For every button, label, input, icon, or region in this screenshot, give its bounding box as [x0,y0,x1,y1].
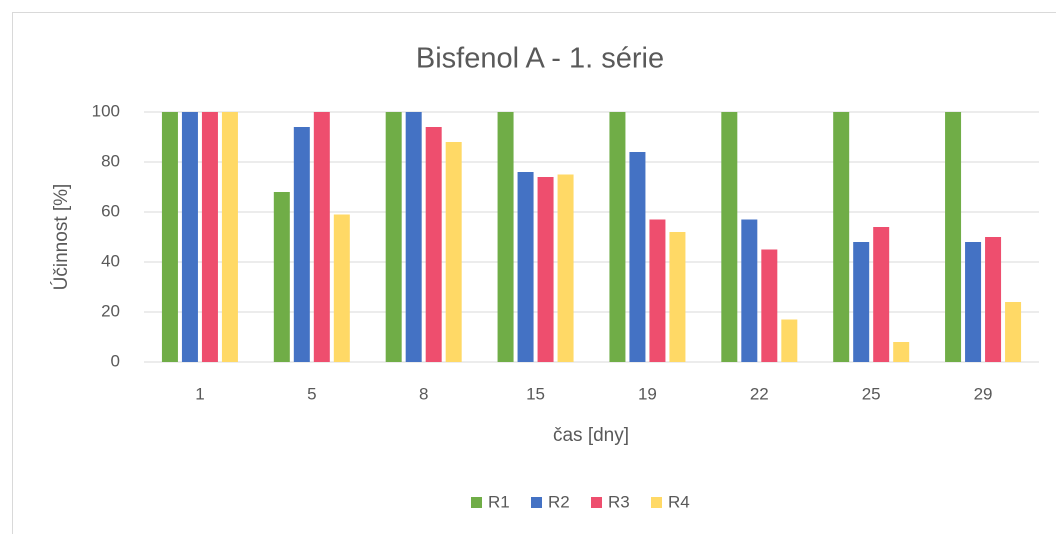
bar [741,220,757,363]
bar [406,112,422,362]
legend-label: R3 [608,492,630,511]
y-tick-label: 80 [101,151,120,170]
chart-title: Bisfenol A - 1. série [416,43,664,75]
legend-swatch [591,497,602,508]
y-tick-label: 60 [101,201,120,220]
bar [446,142,462,362]
y-axis-label: Účinnost [%] [50,184,72,291]
bar [274,192,290,362]
bar [873,227,889,362]
x-tick-label: 19 [638,384,657,403]
legend-label: R2 [548,492,570,511]
bar [833,112,849,362]
bar [721,112,737,362]
x-tick-label: 5 [307,384,316,403]
x-tick-label: 25 [862,384,881,403]
bar [669,232,685,362]
x-tick-label: 22 [750,384,769,403]
y-tick-label: 100 [92,101,120,120]
y-tick-label: 0 [111,351,120,370]
bar [965,242,981,362]
x-tick-label: 8 [419,384,428,403]
bar [893,342,909,362]
bar [162,112,178,362]
x-tick-label: 29 [974,384,993,403]
bar [781,320,797,363]
bar [314,112,330,362]
bar [426,127,442,362]
bar [518,172,534,362]
bar [222,112,238,362]
x-tick-label: 15 [526,384,545,403]
bar [386,112,402,362]
bar [609,112,625,362]
legend-swatch [651,497,662,508]
bar [294,127,310,362]
bar [334,215,350,363]
bar [202,112,218,362]
legend-swatch [531,497,542,508]
bar [558,175,574,363]
bar [985,237,1001,362]
y-tick-label: 20 [101,301,120,320]
x-tick-label: 1 [195,384,204,403]
legend-label: R1 [488,492,510,511]
legend-swatch [471,497,482,508]
bar [629,152,645,362]
bar [761,250,777,363]
bar [538,177,554,362]
bar [182,112,198,362]
legend-label: R4 [668,492,690,511]
y-tick-label: 40 [101,251,120,270]
bar [945,112,961,362]
bar [498,112,514,362]
bar [853,242,869,362]
x-axis-label: čas [dny] [553,425,629,446]
bar [1005,302,1021,362]
bar [649,220,665,363]
